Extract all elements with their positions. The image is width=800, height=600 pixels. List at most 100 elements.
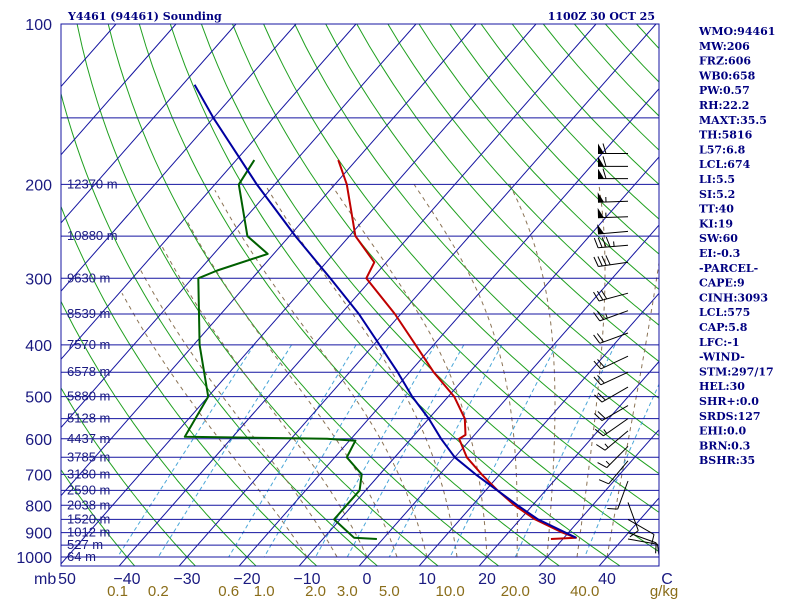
isotherm-line (0, 24, 56, 568)
isotherm-line (538, 428, 659, 566)
dry-adiabat-line (61, 468, 136, 566)
height-label: 6578 m (67, 364, 110, 379)
stability-index: LCL:674 (699, 158, 751, 171)
pressure-label: 500 (25, 390, 52, 407)
wind-barb (627, 532, 657, 554)
stability-index: BSHR:35 (699, 454, 755, 467)
pressure-label: 700 (25, 467, 52, 484)
isotherm-line (61, 24, 177, 156)
stability-index: WMO:94461 (698, 25, 775, 38)
stability-index: TH:5816 (699, 129, 753, 142)
wind-barb (593, 332, 629, 344)
mixing-ratio-label: 3.0 (337, 583, 358, 600)
pressure-label: 800 (25, 498, 52, 515)
temperature-tick-label: −10 (293, 571, 320, 588)
pressure-unit: mb (34, 571, 56, 588)
height-label: 2590 m (67, 482, 110, 497)
pressure-label: 200 (25, 177, 52, 194)
isobars (61, 24, 659, 558)
temperature-tick-label: 50 (58, 571, 76, 588)
pressure-label: 100 (25, 17, 52, 34)
wind-barb (598, 460, 629, 485)
temperature-tick-label: 20 (478, 571, 496, 588)
wind-barb (593, 236, 629, 249)
wind-barb (607, 480, 629, 510)
mixing-ratio-label: 40.0 (570, 583, 599, 600)
stability-index: FRZ:606 (699, 55, 751, 68)
stability-index: MAXT:35.5 (699, 114, 767, 127)
parcel-profile (193, 84, 577, 539)
moist-adiabat-line (121, 292, 308, 558)
temperature-tick-label: −40 (113, 571, 140, 588)
mixing-ratio-label: 5.0 (379, 583, 400, 600)
height-label: 2038 m (67, 497, 110, 512)
mixing-ratio-unit: g/kg (650, 583, 678, 600)
isotherm-line (418, 292, 659, 566)
stability-index: KI:19 (699, 217, 733, 230)
stability-index: -WIND- (699, 351, 745, 364)
height-label: 5128 m (67, 411, 110, 426)
stability-index: SHR+:0.0 (699, 395, 759, 408)
isotherm-line (61, 24, 477, 497)
height-label: 1012 m (67, 525, 110, 540)
stability-index: CINH:3093 (699, 291, 768, 304)
stability-index: BRN:0.3 (699, 439, 750, 452)
moist-adiabat-line (413, 184, 518, 557)
moist-adiabat-line (160, 244, 368, 558)
wind-barb (593, 289, 629, 302)
isotherm-line (61, 24, 417, 429)
stability-index: -PARCEL- (699, 262, 758, 275)
stability-index: SI:5.2 (699, 188, 735, 201)
stability-index: SRDS:127 (699, 410, 761, 423)
isotherm-line (478, 360, 659, 566)
wind-barb (593, 310, 629, 322)
moist-adiabats (121, 184, 659, 558)
moist-adiabat-line (576, 184, 606, 558)
moist-adiabat-line (330, 184, 488, 558)
height-label: 8539 m (67, 306, 110, 321)
dry-adiabat-line (449, 24, 659, 255)
mixing-ratio-label: 2.0 (305, 583, 326, 600)
wind-barb (627, 502, 639, 538)
dry-adiabat-line (325, 24, 659, 399)
wind-barbs (593, 143, 660, 555)
mixing-ratio-label: 20.0 (501, 583, 530, 600)
dry-adiabat-line (356, 24, 659, 363)
pressure-label: 1000 (16, 550, 52, 567)
stability-index: LCL:575 (699, 306, 750, 319)
wind-barb (593, 255, 629, 267)
dry-adiabat-line (138, 24, 561, 566)
stability-index: TT:40 (699, 203, 734, 216)
moist-adiabat-line (509, 184, 556, 558)
height-label: 7570 m (67, 337, 110, 352)
height-label: 12370 m (67, 176, 118, 191)
wind-barb (594, 418, 629, 437)
mixing-ratio-label: 0.2 (148, 583, 169, 600)
wind-barb (597, 445, 629, 469)
stability-index: MW:206 (699, 40, 750, 53)
isotherm-line (61, 24, 537, 565)
wind-barb (598, 168, 628, 180)
dry-adiabat-line (200, 24, 659, 553)
temperature-profile (337, 159, 577, 540)
wind-barb (593, 371, 629, 386)
stability-index: HEL:30 (699, 380, 745, 393)
isotherm-line (298, 156, 659, 566)
wind-barb (598, 143, 628, 154)
wind-barb (596, 430, 629, 451)
isotherm-line (178, 24, 657, 566)
stability-index: SW:60 (699, 232, 738, 245)
wind-barb (594, 386, 629, 403)
pressure-label: 600 (25, 432, 52, 449)
stability-index: CAPE:9 (699, 277, 745, 290)
dry-adiabat-line (387, 24, 659, 326)
height-label: 1520 m (67, 511, 110, 526)
pressure-label: 900 (25, 526, 52, 543)
stability-index: WB0:658 (698, 69, 756, 82)
sounding-profiles (183, 84, 577, 540)
temperature-tick-label: C (661, 571, 673, 588)
height-label: 9630 m (67, 270, 110, 285)
dry-adiabat-line (76, 24, 439, 566)
stability-index: L57:6.8 (699, 143, 746, 156)
dry-adiabat-line (61, 386, 197, 566)
